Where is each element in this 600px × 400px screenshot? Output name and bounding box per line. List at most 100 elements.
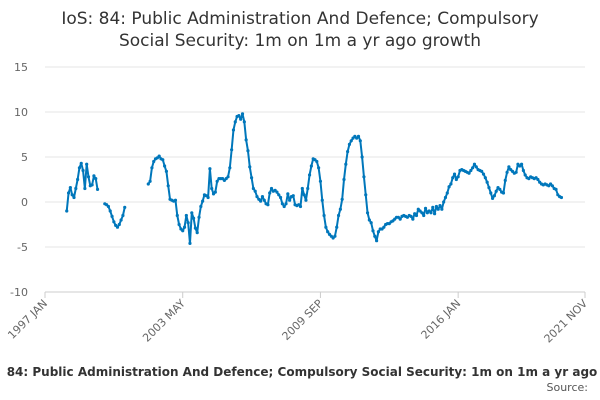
data-point-102 — [249, 176, 254, 180]
data-point-64 — [181, 229, 185, 233]
data-point-26 — [112, 220, 116, 224]
data-point-150 — [336, 213, 341, 218]
data-point-201 — [429, 211, 433, 215]
data-point-118 — [278, 195, 283, 200]
data-point-169 — [371, 229, 375, 233]
data-point-139 — [317, 166, 321, 170]
data-point-152 — [340, 197, 344, 201]
data-point-28 — [115, 225, 120, 229]
data-point-111 — [266, 203, 270, 207]
data-point-103 — [251, 186, 255, 191]
data-point-3 — [70, 193, 74, 197]
data-point-30 — [119, 218, 123, 222]
data-point-67 — [186, 221, 190, 225]
data-point-198 — [423, 206, 428, 210]
data-point-235 — [490, 196, 495, 200]
data-point-16 — [94, 177, 98, 181]
data-point-242 — [503, 178, 507, 182]
data-point-156 — [347, 142, 352, 146]
data-point-8 — [79, 161, 83, 165]
data-point-138 — [315, 159, 319, 164]
data-point-92 — [231, 128, 236, 132]
data-point-191 — [411, 217, 415, 221]
data-point-74 — [199, 204, 203, 209]
data-point-142 — [322, 213, 326, 218]
data-point-208 — [442, 200, 446, 204]
data-point-32 — [123, 205, 127, 209]
data-point-23 — [106, 204, 111, 209]
data-point-61 — [175, 213, 179, 218]
data-point-80 — [210, 186, 214, 191]
data-point-196 — [420, 211, 424, 215]
data-point-226 — [474, 165, 478, 169]
data-point-236 — [492, 194, 496, 198]
data-point-120 — [282, 204, 286, 209]
y-tick-label-3: 0 — [21, 196, 28, 209]
data-point-140 — [318, 179, 323, 183]
chart-title-line-1: IoS: 84: Public Administration And Defen… — [61, 9, 539, 29]
data-point-135 — [309, 164, 313, 168]
y-tick-label-4: -5 — [17, 241, 28, 254]
data-point-54 — [163, 164, 167, 168]
y-tick-label-1: 10 — [14, 106, 28, 119]
data-point-153 — [342, 177, 346, 182]
data-point-109 — [262, 198, 266, 202]
data-point-101 — [248, 165, 252, 169]
data-point-248 — [514, 170, 518, 174]
data-point-184 — [398, 217, 402, 221]
data-point-117 — [277, 193, 281, 197]
data-point-46 — [148, 179, 152, 183]
x-tick-label-3: 2016 JAN — [419, 297, 464, 342]
data-point-210 — [445, 191, 449, 195]
data-point-215 — [454, 177, 458, 182]
data-point-224 — [471, 166, 475, 170]
y-tick-label-2: 5 — [21, 151, 28, 164]
data-point-214 — [452, 172, 457, 176]
data-point-244 — [507, 165, 511, 169]
data-point-79 — [208, 167, 212, 171]
data-point-78 — [206, 195, 210, 200]
data-point-157 — [349, 139, 353, 143]
data-point-31 — [121, 213, 125, 218]
data-point-62 — [177, 222, 181, 227]
data-point-243 — [505, 170, 509, 174]
data-point-207 — [440, 207, 444, 211]
data-point-5 — [74, 186, 78, 191]
data-point-252 — [521, 168, 525, 173]
data-point-130 — [300, 186, 304, 191]
data-point-75 — [201, 199, 205, 203]
data-point-222 — [467, 171, 471, 175]
data-point-10 — [83, 186, 87, 191]
data-point-66 — [184, 213, 188, 218]
data-point-17 — [95, 187, 100, 191]
data-point-91 — [230, 148, 234, 152]
data-point-15 — [92, 174, 96, 178]
data-point-141 — [320, 198, 324, 202]
data-point-97 — [240, 112, 245, 116]
data-point-131 — [302, 193, 306, 197]
data-point-82 — [213, 190, 217, 194]
data-point-231 — [483, 176, 487, 180]
x-tick-label-1: 2003 MAY — [140, 297, 188, 345]
data-point-12 — [86, 175, 91, 179]
data-point-171 — [375, 239, 379, 243]
data-point-170 — [373, 234, 377, 238]
data-point-25 — [110, 214, 114, 218]
data-point-164 — [362, 175, 366, 179]
data-point-204 — [434, 204, 439, 209]
data-point-230 — [481, 172, 486, 176]
data-point-253 — [523, 173, 527, 177]
data-point-98 — [242, 120, 246, 124]
data-point-100 — [246, 149, 250, 153]
data-point-149 — [335, 225, 339, 229]
data-point-154 — [344, 162, 348, 166]
data-point-203 — [433, 212, 437, 216]
data-point-161 — [356, 134, 361, 138]
data-point-144 — [326, 230, 330, 234]
data-point-270 — [554, 187, 558, 191]
data-point-116 — [275, 190, 279, 194]
data-point-225 — [472, 162, 477, 166]
data-point-51 — [157, 154, 161, 158]
data-point-9 — [81, 168, 85, 173]
